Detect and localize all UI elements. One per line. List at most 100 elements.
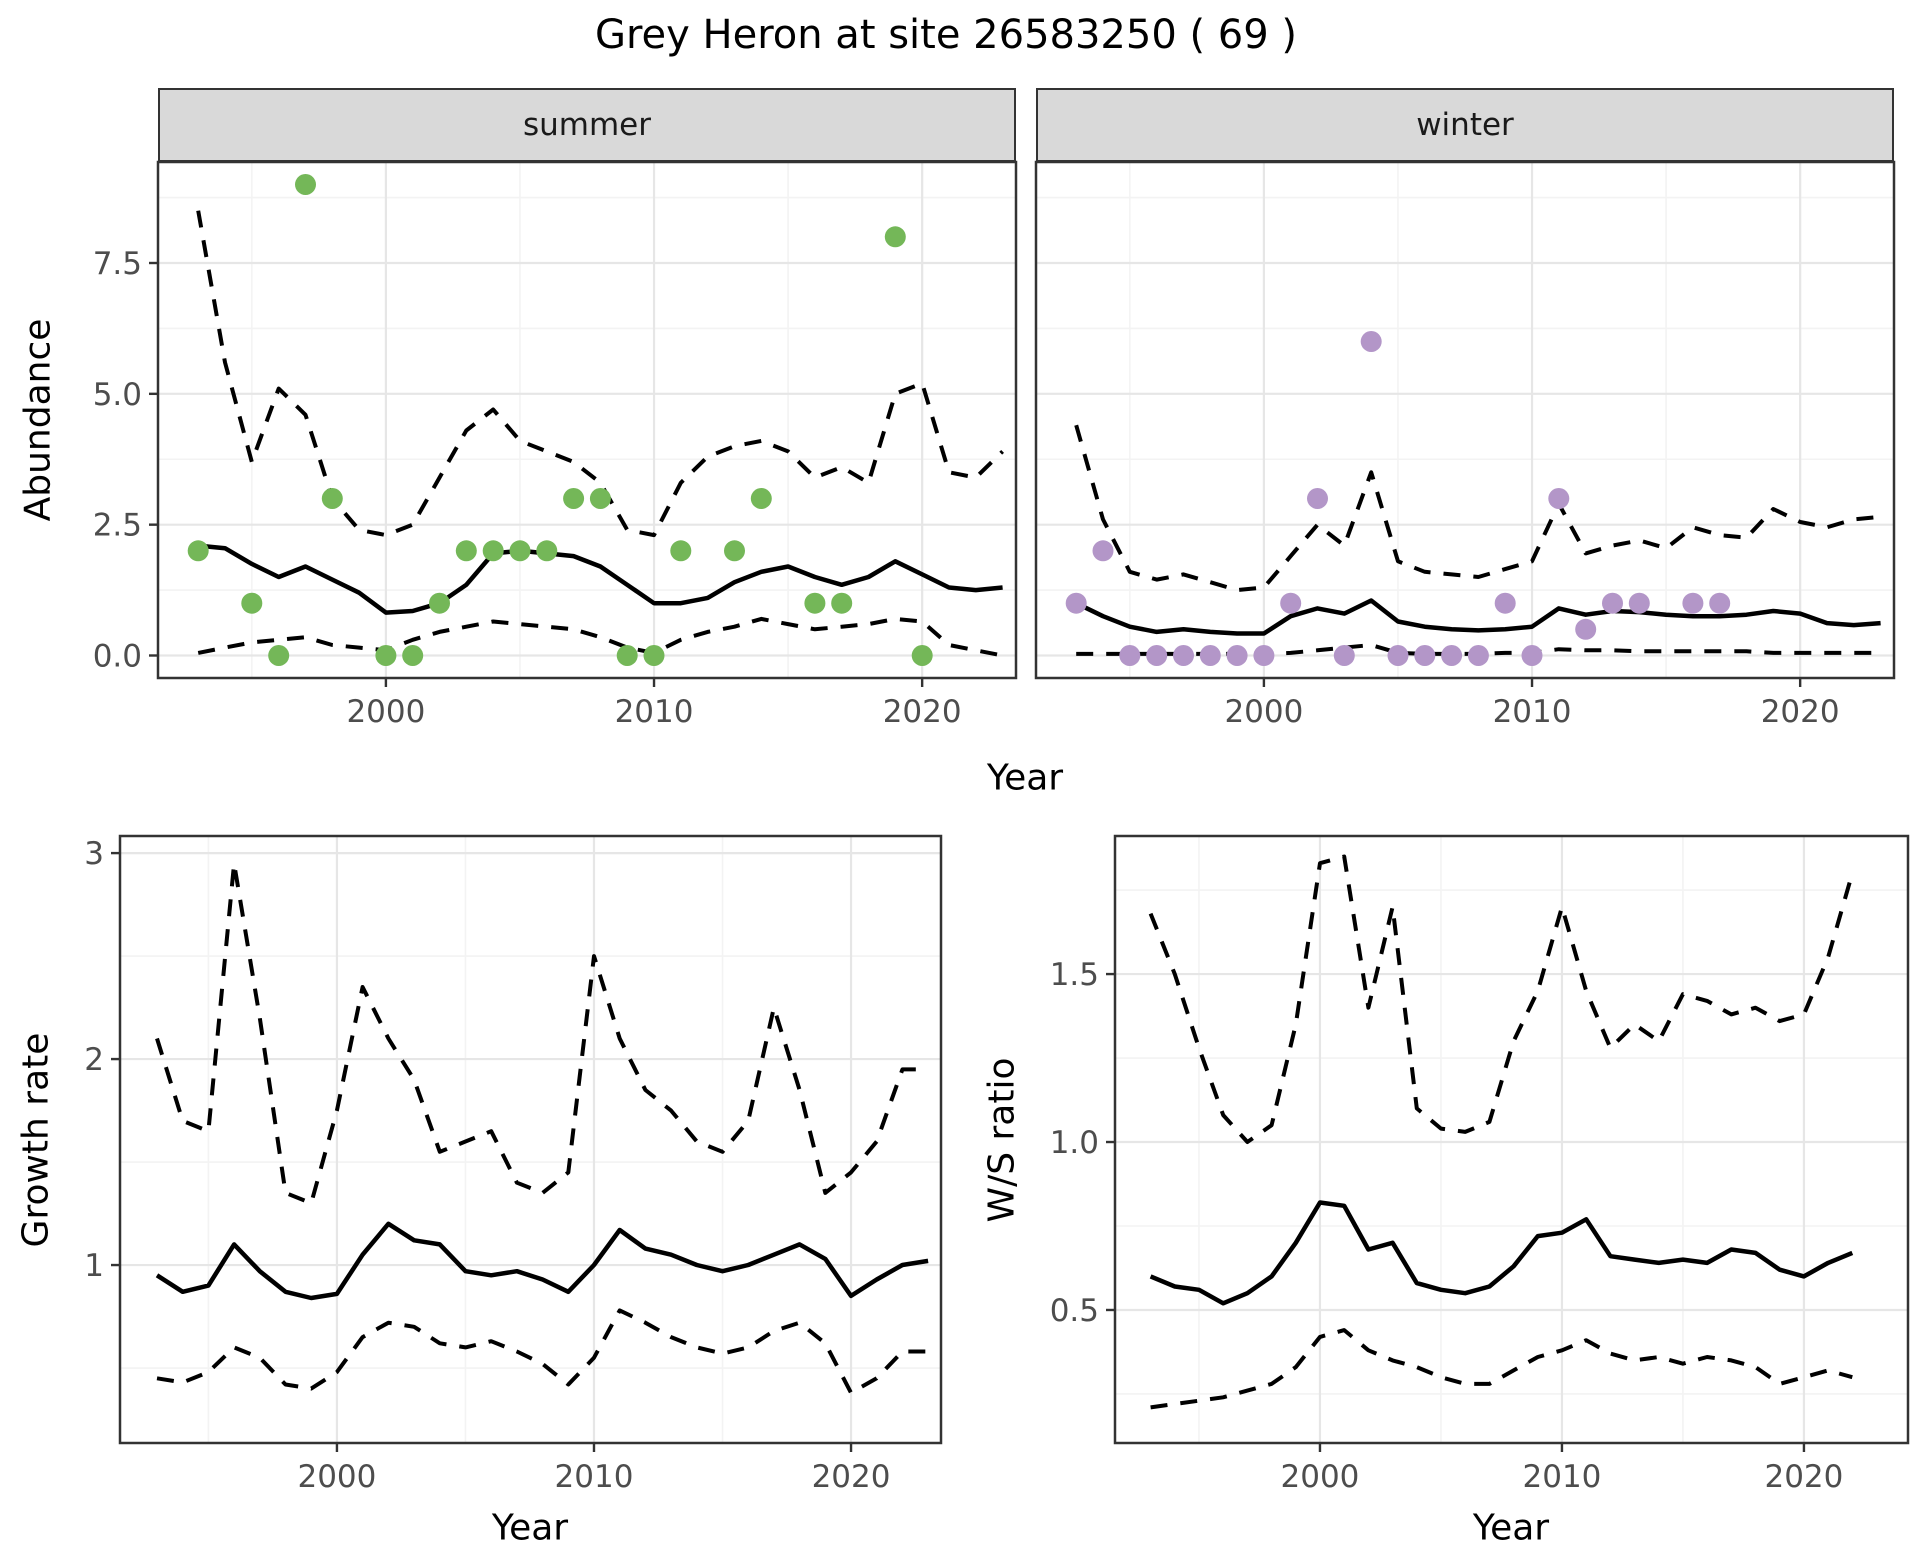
data-point xyxy=(1065,592,1087,614)
axis-growth_rate: 2000 2010 2020 1 2 3 xyxy=(84,836,890,1495)
y-tick-label: 3 xyxy=(84,836,104,872)
fitted-line xyxy=(197,543,1003,615)
data-point xyxy=(241,592,263,614)
x-tick-label: 2020 xyxy=(1764,1459,1843,1495)
x-axis-label-year-growth: Year xyxy=(491,1507,569,1549)
panel-abundance_winter: 2000 2010 2020 xyxy=(1034,160,1896,730)
ci-line-upper_ci xyxy=(1074,424,1881,593)
data-point xyxy=(321,488,343,509)
panel-growth_rate: 2000 2010 2020 1 2 3 xyxy=(84,834,943,1495)
y-tick-label: 0.5 xyxy=(1050,1293,1099,1329)
data-point xyxy=(268,645,290,666)
data-point xyxy=(1146,645,1168,666)
gridlines-ws_ratio xyxy=(1115,836,1908,1443)
ci-line-lower_ci xyxy=(1150,1328,1853,1410)
data-point xyxy=(509,540,531,562)
data-point xyxy=(1521,645,1543,666)
data-point xyxy=(1280,592,1302,614)
data-point xyxy=(643,645,665,666)
data-point xyxy=(1602,592,1623,614)
x-tick-label: 2020 xyxy=(883,694,962,730)
data-point xyxy=(1173,645,1194,666)
y-tick-label: 1 xyxy=(84,1248,104,1284)
data-point xyxy=(1333,645,1355,666)
ci-line-upper_ci xyxy=(1148,854,1855,1144)
data-point xyxy=(1494,592,1516,614)
data-point xyxy=(616,645,638,666)
y-tick-label: 2.5 xyxy=(93,508,142,544)
data-point xyxy=(831,592,853,614)
ci-line-lower_ci xyxy=(156,1308,929,1395)
x-tick-label: 2000 xyxy=(1224,694,1303,730)
gridlines-abundance_summer xyxy=(158,162,1016,678)
x-tick-label: 2020 xyxy=(812,1459,891,1495)
x-tick-label: 2020 xyxy=(1761,694,1840,730)
x-tick-label: 2000 xyxy=(297,1459,376,1495)
data-point xyxy=(187,540,209,562)
facet-strip-summer-label: summer xyxy=(522,107,651,143)
x-tick-label: 2010 xyxy=(1493,694,1572,730)
axis-ws_ratio: 2000 2010 2020 0.5 1.0 1.5 xyxy=(1050,957,1844,1495)
y-axis-label-abundance: Abundance xyxy=(17,318,59,522)
x-tick-label: 2000 xyxy=(346,694,425,730)
data-point xyxy=(1682,592,1704,614)
panel-abundance_summer: 2000 2010 2020 0.0 2.5 5.0 7.5 xyxy=(93,160,1018,730)
x-tick-label: 2010 xyxy=(1523,1459,1602,1495)
y-tick-label: 5.0 xyxy=(93,377,142,413)
data-point xyxy=(1467,645,1489,666)
data-point xyxy=(1307,488,1328,509)
data-point xyxy=(536,540,558,562)
data-point xyxy=(455,540,477,562)
facet-strip-summer: summer xyxy=(158,88,1016,162)
data-point xyxy=(1092,540,1114,562)
data-point xyxy=(589,488,611,509)
data-point xyxy=(670,540,692,562)
data-point xyxy=(402,645,424,666)
panel-border xyxy=(118,834,943,1445)
y-axis-label-ws-ratio: W/S ratio xyxy=(981,1057,1023,1223)
ci-line-lower_ci xyxy=(197,616,1003,658)
y-tick-label: 2 xyxy=(84,1042,104,1078)
data-point xyxy=(1226,645,1248,666)
data-point xyxy=(295,174,316,195)
panel-ws_ratio: 2000 2010 2020 0.5 1.0 1.5 xyxy=(1050,834,1910,1495)
axis-abundance_winter: 2000 2010 2020 xyxy=(1224,678,1840,730)
data-point xyxy=(1441,645,1463,666)
data-point xyxy=(563,488,585,509)
x-tick-label: 2010 xyxy=(555,1459,634,1495)
data-point xyxy=(1548,488,1570,509)
x-axis-label-year-top: Year xyxy=(986,757,1064,799)
data-point xyxy=(1414,645,1436,666)
data-point xyxy=(724,540,745,562)
x-tick-label: 2000 xyxy=(1281,1459,1360,1495)
y-tick-label: 7.5 xyxy=(93,246,142,282)
data-point xyxy=(1575,618,1597,640)
y-axis-label-growth-rate: Growth rate xyxy=(15,1032,57,1248)
facet-strip-winter-label: winter xyxy=(1416,107,1514,143)
data-point xyxy=(750,488,772,509)
panel-border xyxy=(1113,834,1910,1445)
data-point xyxy=(1628,592,1650,614)
data-point xyxy=(375,645,397,666)
y-tick-label: 0.0 xyxy=(93,638,142,674)
fitted-line xyxy=(155,1221,929,1301)
x-axis-label-year-ws: Year xyxy=(1472,1507,1550,1549)
panel-border xyxy=(1034,160,1896,680)
data-point xyxy=(884,226,906,248)
data-point xyxy=(429,592,450,614)
data-point xyxy=(1360,331,1382,352)
panel-border xyxy=(156,160,1018,680)
data-point xyxy=(1387,645,1409,666)
axis-abundance_summer: 2000 2010 2020 0.0 2.5 5.0 7.5 xyxy=(93,246,962,730)
fitted-line xyxy=(1149,1200,1854,1306)
data-point xyxy=(1199,645,1221,666)
data-point xyxy=(911,645,933,666)
data-point xyxy=(1119,645,1141,666)
data-point xyxy=(804,592,826,614)
plot-title: Grey Heron at site 26583250 ( 69 ) xyxy=(594,12,1298,58)
data-point xyxy=(1253,645,1275,666)
data-point xyxy=(482,540,504,562)
facet-strip-winter: winter xyxy=(1036,88,1894,162)
